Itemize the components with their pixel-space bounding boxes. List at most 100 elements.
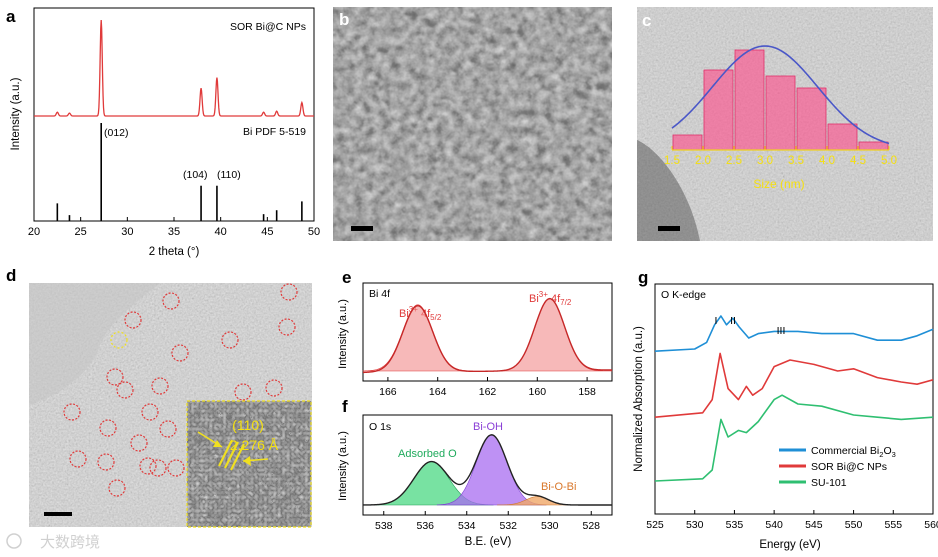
x-tick-label: 3.5 — [788, 155, 804, 167]
x-tick-label: 555 — [885, 519, 903, 531]
panel-a-annotation-012: (012) — [104, 127, 129, 139]
panel-f-label-bi-o-bi: Bi-O-Bi — [541, 481, 576, 493]
panel-f-frame — [362, 414, 613, 516]
x-tick-label: 535 — [726, 519, 744, 531]
panel-letter-c: c — [642, 11, 651, 30]
x-tick-label: 525 — [646, 519, 664, 531]
x-tick-label: 5.0 — [881, 155, 897, 167]
x-tick-label: 1.5 — [664, 155, 680, 167]
panel-c-x-axis-label: Size (nm) — [753, 177, 804, 191]
panel-a-annotation-104: (104) — [183, 169, 208, 181]
histogram-bar — [734, 49, 765, 151]
particle-marker-circle — [130, 434, 148, 452]
panel-letter-b: b — [339, 10, 349, 29]
panel-g-peak-mark-2: II — [730, 315, 736, 327]
panel-g-frame — [654, 283, 934, 515]
particle-marker-circle — [234, 383, 252, 401]
x-tick-label: 25 — [75, 226, 87, 238]
x-tick-label: 540 — [765, 519, 783, 531]
panel-g-series-group — [654, 315, 934, 482]
x-tick-label: 550 — [845, 519, 863, 531]
panel-c-gaussian-fit — [671, 45, 890, 145]
panel-e-envelope — [362, 297, 612, 374]
x-tick-label: 35 — [168, 226, 180, 238]
panel-e-y-axis-label: Intensity (a.u.) — [337, 299, 349, 369]
histogram-bar — [858, 141, 889, 151]
panel-g-x-ticks: 525 530 535 540 545 550 555 560 — [646, 510, 938, 531]
histogram-bar — [796, 87, 827, 151]
x-tick-label: 528 — [582, 520, 600, 532]
panel-f-envelope — [362, 434, 612, 506]
panel-a-xrd-series — [34, 19, 314, 117]
histogram-bar — [672, 134, 703, 151]
panel-b-scale-bar — [351, 226, 373, 231]
panel-c-x-ticks: 1.5 2.0 2.5 3.0 3.5 4.0 4.5 5.0 — [664, 146, 897, 167]
xas-series-line — [654, 352, 934, 418]
panel-g-title: O K-edge — [661, 289, 706, 301]
panel-d-inset — [186, 400, 312, 528]
panel-f-x-axis-label: B.E. (eV) — [465, 536, 512, 548]
panel-c-histogram — [672, 49, 889, 151]
particle-marker-circle — [159, 420, 177, 438]
particle-marker-circle — [139, 457, 157, 475]
particle-marker-circle — [141, 403, 159, 421]
watermark-text: 大数跨境 — [40, 533, 100, 551]
x-tick-label: 560 — [924, 519, 938, 531]
x-tick-label: 534 — [458, 520, 476, 532]
panel-letter-a: a — [6, 7, 16, 26]
particle-marker-circle — [97, 453, 115, 471]
panel-g-peak-mark-3: III — [777, 325, 786, 337]
panel-a-x-axis-label: 2 theta (°) — [149, 246, 200, 258]
particle-marker-circle — [69, 450, 87, 468]
panel-d-particle-circles — [63, 283, 298, 497]
x-tick-label: 530 — [686, 519, 704, 531]
x-tick-label: 532 — [499, 520, 517, 532]
panel-c-scale-bar — [658, 226, 680, 231]
particle-marker-circle — [162, 292, 180, 310]
panel-a-x-ticks: 20 25 30 35 40 45 50 — [28, 217, 320, 238]
panel-f-x-ticks: 538 536 534 532 530 528 — [375, 511, 600, 532]
x-tick-label: 4.5 — [850, 155, 866, 167]
panel-d-lattice-plane: (110) — [232, 417, 264, 433]
particle-marker-circle — [265, 379, 283, 397]
particle-marker-circle — [63, 403, 81, 421]
particle-marker-circle — [280, 283, 298, 301]
panel-e-fit-peak-1 — [362, 304, 473, 372]
histogram-bar — [703, 69, 734, 151]
particle-marker-circle — [108, 479, 126, 497]
panel-a-sample-label: SOR Bi@C NPs — [230, 21, 306, 33]
x-tick-label: 30 — [121, 226, 133, 238]
panel-letter-f: f — [342, 397, 348, 416]
x-tick-label: 538 — [375, 520, 393, 532]
watermark: 大数跨境 — [6, 533, 100, 551]
panel-a-reference-sticks — [56, 123, 303, 221]
particle-marker-circle — [106, 368, 124, 386]
particle-marker-circle — [151, 377, 169, 395]
xas-series-line — [654, 315, 934, 352]
x-tick-label: 20 — [28, 226, 40, 238]
panel-a-ref-label: Bi PDF 5-519 — [243, 126, 306, 138]
histogram-bar — [827, 123, 858, 151]
x-tick-label: 530 — [541, 520, 559, 532]
panel-d-lattice-spacing: 2.276 Å — [230, 437, 279, 453]
particle-marker-circle — [221, 331, 239, 349]
x-tick-label: 3.0 — [757, 155, 773, 167]
panel-e-fit-peak-2 — [487, 298, 613, 372]
particle-marker-circle — [278, 318, 296, 336]
panel-g-x-axis-label: Energy (eV) — [759, 539, 821, 551]
x-tick-label: 2.0 — [695, 155, 711, 167]
panel-f-y-axis-label: Intensity (a.u.) — [337, 431, 349, 501]
particle-marker-circle — [167, 459, 185, 477]
panel-b-sem-image — [333, 7, 612, 241]
x-tick-label: 536 — [416, 520, 434, 532]
xas-series-line — [654, 394, 934, 482]
panel-c-tem-image — [637, 7, 933, 241]
x-tick-label: 545 — [805, 519, 823, 531]
particle-marker-circle — [171, 344, 189, 362]
panel-letter-d: d — [6, 266, 16, 285]
particle-marker-circle — [149, 459, 167, 477]
x-tick-label: 158 — [578, 386, 596, 398]
x-tick-label: 160 — [529, 386, 547, 398]
legend-label-sor: SOR Bi@C NPs — [811, 461, 887, 473]
